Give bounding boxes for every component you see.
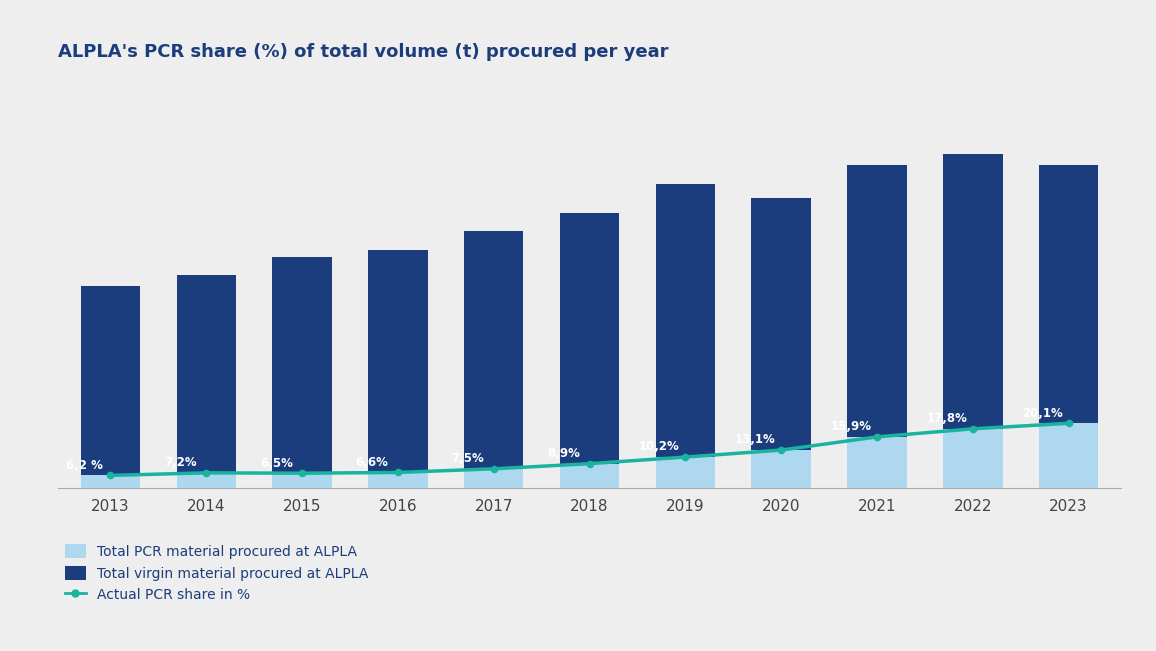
Bar xyxy=(81,286,140,475)
Text: 13,1%: 13,1% xyxy=(735,434,776,447)
Bar xyxy=(81,475,140,488)
Text: 6,6%: 6,6% xyxy=(356,456,388,469)
Text: 15,9%: 15,9% xyxy=(831,420,872,433)
Text: 7,2%: 7,2% xyxy=(164,456,197,469)
Text: 8,9%: 8,9% xyxy=(547,447,580,460)
Text: 6,5%: 6,5% xyxy=(260,456,292,469)
Bar xyxy=(464,231,524,469)
Bar xyxy=(847,437,906,488)
Bar xyxy=(177,275,236,473)
Bar xyxy=(273,257,332,473)
Bar xyxy=(1039,165,1098,423)
Text: 6,2 %: 6,2 % xyxy=(66,459,103,472)
Bar xyxy=(560,464,620,488)
Bar xyxy=(943,429,1002,488)
Bar xyxy=(847,165,906,437)
Bar xyxy=(751,199,810,450)
Text: 10,2%: 10,2% xyxy=(639,440,680,453)
Bar xyxy=(369,250,428,473)
Bar xyxy=(655,184,716,457)
Text: 7,5%: 7,5% xyxy=(452,452,484,465)
Bar xyxy=(464,469,524,488)
Bar xyxy=(273,473,332,488)
Text: 20,1%: 20,1% xyxy=(1022,407,1064,420)
Bar xyxy=(560,213,620,464)
Bar xyxy=(943,154,1002,429)
Bar xyxy=(177,473,236,488)
Text: ALPLA's PCR share (%) of total volume (t) procured per year: ALPLA's PCR share (%) of total volume (t… xyxy=(58,43,668,61)
Bar xyxy=(1039,423,1098,488)
Legend: Total PCR material procured at ALPLA, Total virgin material procured at ALPLA, A: Total PCR material procured at ALPLA, To… xyxy=(65,544,368,602)
Text: 17,8%: 17,8% xyxy=(926,412,968,425)
Bar xyxy=(369,473,428,488)
Bar xyxy=(655,457,716,488)
Bar xyxy=(751,450,810,488)
